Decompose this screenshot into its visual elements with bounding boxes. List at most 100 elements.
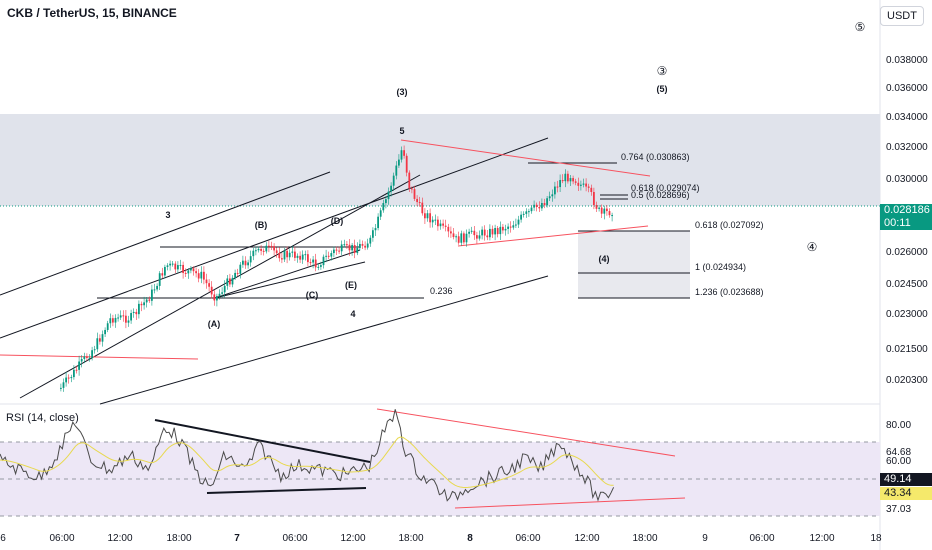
pink-line <box>0 354 199 360</box>
candle-body <box>517 219 520 225</box>
rsi-ma-value-tag: 43.34 <box>880 487 932 500</box>
fib-label: 0.764 (0.030863) <box>621 152 690 162</box>
time-tick: 06:00 <box>282 533 307 544</box>
candle-body <box>301 254 304 260</box>
candle-body <box>392 175 395 186</box>
candle-body <box>496 228 499 235</box>
candle-body <box>294 251 296 258</box>
candle-body <box>179 264 182 266</box>
candle-body <box>528 211 530 213</box>
time-tick: 8 <box>467 533 473 544</box>
candle-body <box>450 231 452 234</box>
candle-body <box>452 233 455 238</box>
time-tick: 18:00 <box>166 533 191 544</box>
candle-body <box>273 246 275 251</box>
candle-body <box>197 273 200 279</box>
rsi-tick: 64.68 <box>886 447 911 458</box>
candle-body <box>567 173 569 182</box>
candle-body <box>372 230 374 238</box>
candle-body <box>447 226 450 232</box>
fib-label: 0.618 (0.029074) <box>631 183 700 193</box>
candle-body <box>398 159 400 166</box>
price-tick: 0.023000 <box>886 309 928 320</box>
candle-body <box>502 226 504 231</box>
candle-body <box>359 243 361 248</box>
candle-body <box>75 369 78 371</box>
candle-body <box>325 255 327 257</box>
candle-body <box>522 213 525 215</box>
candle-body <box>145 299 148 303</box>
candle-body <box>60 387 62 389</box>
candle-body <box>509 226 512 228</box>
candle-body <box>210 286 213 295</box>
candle-body <box>314 259 317 268</box>
wave-label: (D) <box>331 216 344 226</box>
candle-body <box>429 213 431 223</box>
candle-body <box>86 356 88 358</box>
candle-body <box>411 188 413 190</box>
candle-body <box>460 233 463 243</box>
candle-body <box>483 229 486 236</box>
time-axis: 6 06:00 12:00 18:00 7 06:00 12:00 18:00 … <box>0 533 882 544</box>
candle-body <box>330 253 333 257</box>
candle-body <box>434 219 437 221</box>
candle-body <box>437 219 439 227</box>
candle-body <box>143 302 145 306</box>
candle-body <box>174 263 177 270</box>
candle-body <box>265 245 268 252</box>
candle-body <box>455 236 457 238</box>
candle-body <box>148 299 151 301</box>
candle-body <box>515 224 517 226</box>
candle-body <box>546 198 548 206</box>
candle-body <box>117 317 119 319</box>
wave-label: 3 <box>165 210 170 220</box>
countdown: 00:11 <box>884 217 911 229</box>
candle-body <box>226 278 229 286</box>
price-tick: 0.034000 <box>886 112 928 123</box>
wave-label: (B) <box>255 220 268 230</box>
candle-body <box>104 329 106 335</box>
rsi-title[interactable]: RSI (14, close) <box>6 412 79 424</box>
price-tick: 0.021500 <box>886 344 928 355</box>
candle-body <box>182 264 184 273</box>
time-tick: 7 <box>234 533 240 544</box>
candle-body <box>158 273 161 286</box>
candle-body <box>491 228 494 235</box>
candle-body <box>442 223 444 226</box>
candle-body <box>476 235 478 239</box>
wave-label: 5 <box>399 126 404 136</box>
candle-body <box>262 250 265 252</box>
candle-body <box>478 235 481 239</box>
candle-body <box>83 356 86 359</box>
wave-label: (A) <box>208 319 221 329</box>
candle-body <box>132 311 135 314</box>
candle-body <box>572 178 574 182</box>
candle-body <box>361 243 364 246</box>
fib-extension-zone <box>578 231 690 298</box>
candle-body <box>244 260 247 266</box>
candle-body <box>203 271 205 280</box>
currency-button[interactable]: USDT <box>880 6 924 26</box>
time-tick: 6 <box>0 533 6 544</box>
time-tick: 12:00 <box>809 533 834 544</box>
candle-body <box>236 272 239 274</box>
candle-body <box>390 185 392 192</box>
candle-body <box>611 215 613 217</box>
candle-body <box>400 150 403 160</box>
candle-body <box>96 338 99 350</box>
candle-body <box>78 361 80 370</box>
candle-body <box>320 265 322 267</box>
candle-body <box>535 204 538 208</box>
price-tick: 0.032000 <box>886 142 928 153</box>
candle-body <box>543 203 546 206</box>
candle-body <box>489 228 491 238</box>
price-tick: 0.024500 <box>886 279 928 290</box>
candle-body <box>431 219 434 223</box>
divergence-lines <box>0 139 686 509</box>
fib-label: 1.236 (0.023688) <box>695 287 764 297</box>
candle-body <box>304 254 307 256</box>
trend-line <box>19 174 421 399</box>
fib-label: 1 (0.024934) <box>695 262 746 272</box>
trend-line <box>214 261 366 299</box>
